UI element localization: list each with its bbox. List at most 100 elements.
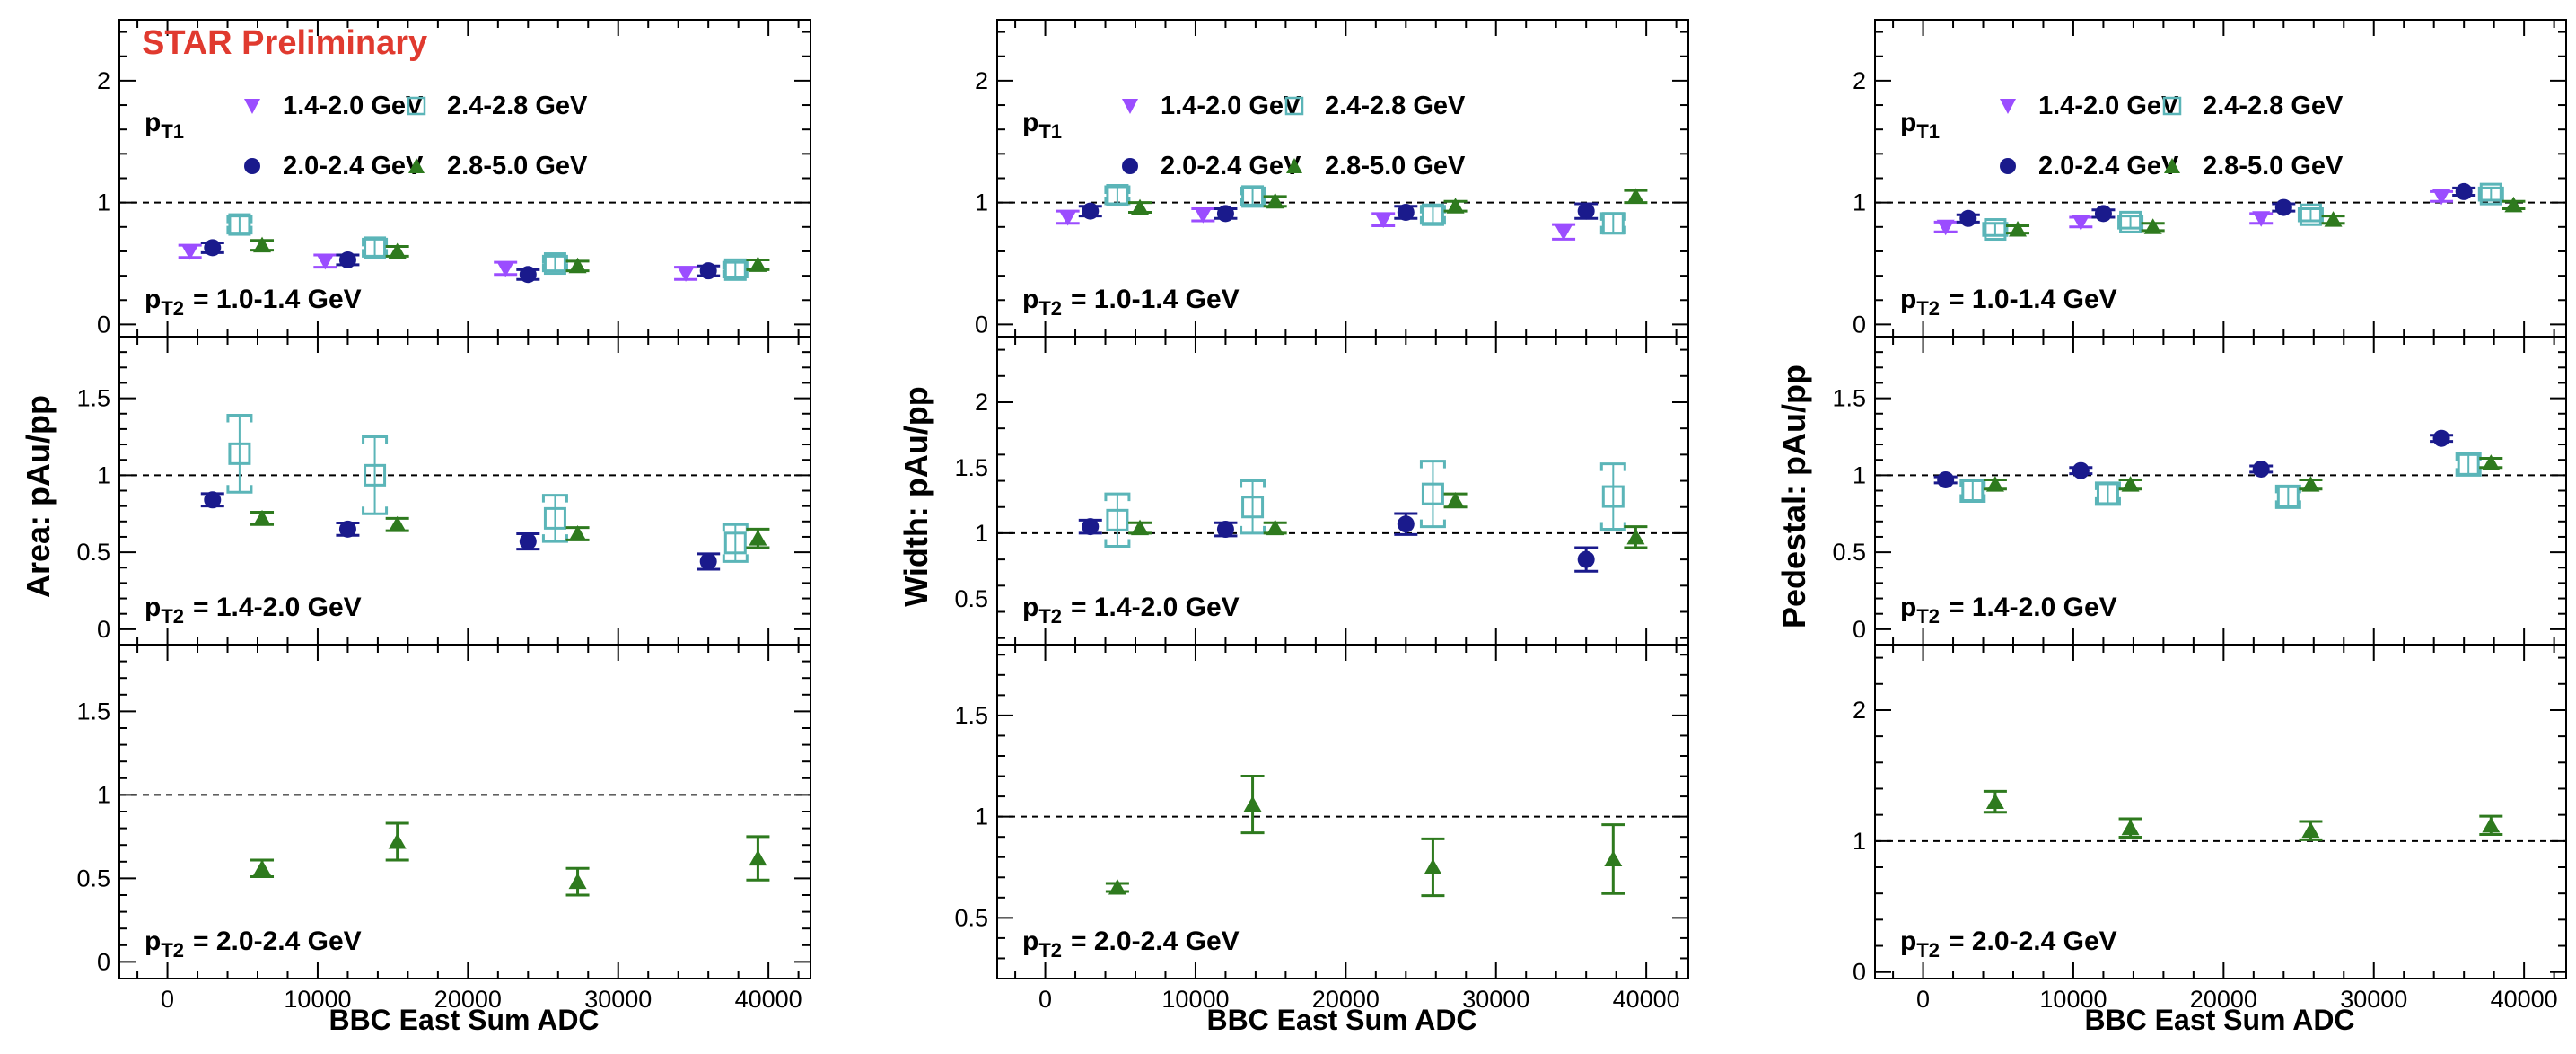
data-point-triangle-up [2324,211,2343,227]
x-tick-label: 30000 [2340,986,2407,1013]
x-tick-label: 0 [161,986,174,1013]
pt2-bin-label: pT2 = 2.0-2.4 GeV [145,927,362,962]
data-point-triangle-up [568,525,587,541]
pt1-label: pT1 [1022,108,1062,143]
data-point-triangle-up [1626,528,1645,545]
pt2-bin-label: pT2 = 1.4-2.0 GeV [1900,593,2117,628]
data-point-triangle-up [568,257,587,274]
data-point-triangle-up [1131,519,1150,536]
panel-frame [996,644,1689,979]
legend-label: 2.0-2.4 GeV [2038,152,2179,180]
data-point-open-square [2096,482,2119,505]
panel: 0 0.5 1 1.5 pT2 = 1.4-2.0 GeV [1832,336,2567,646]
panels: 0 1 2 pT2 = 1.0-1.4 GeV pT1 1.4-2.0 GeV 2.4-2.8… [76,19,2567,1013]
data-point-open-square [2457,452,2480,476]
data-point-triangle-up [1108,879,1126,895]
x-tick-label: 20000 [1312,986,1380,1013]
series-2-8-5-0-GeV [1983,454,2503,492]
legend-label: 2.8-5.0 GeV [447,152,588,180]
data-point-triangle-down [180,243,199,260]
series-1-4-2-0-GeV [178,243,698,282]
data-point-circle [1082,518,1100,536]
data-point-triangle-up [1131,198,1150,215]
y-tick-label: 1 [1853,461,1866,488]
data-point-open-square [1241,496,1265,519]
data-point-triangle-up [2121,476,2140,492]
legend: pT1 1.4-2.0 GeV 2.4-2.8 GeV 2.0-2.4 GeV 2.8-… [1900,92,2344,180]
data-point-open-square [723,258,747,281]
y-tick-label: 1.5 [76,385,110,412]
data-point-open-square [364,236,387,259]
legend-marker-triangle-up [408,158,425,173]
x-tick-label: 10000 [284,986,351,1013]
data-point-triangle-up [749,530,767,546]
x-tick-label: 40000 [735,986,802,1013]
series-1-4-2-0-GeV [1933,189,2454,236]
x-axis-label: BBC East Sum ADC [1206,1004,1476,1036]
legend-label: 2.0-2.4 GeV [283,152,424,180]
pt2-bin-label: pT2 = 1.0-1.4 GeV [1022,285,1240,320]
series-2-0-2-4-GeV [200,239,721,284]
x-axis-label: BBC East Sum ADC [329,1004,599,1036]
legend-marker-triangle-up [1286,158,1302,173]
y-tick-label: 1.5 [954,702,988,729]
panel: 0 0.5 1 1.5 pT2 = 1.4-2.0 GeV [76,336,811,646]
data-point-triangle-down [1374,212,1393,229]
pt1-label: pT1 [145,108,184,143]
series-2-4-2-8-GeV [1104,184,1626,235]
data-point-triangle-up [1446,491,1465,508]
legend-label: 2.4-2.8 GeV [1325,92,1466,120]
series-2-4-2-8-GeV [1959,452,2482,509]
data-point-circle [2094,205,2112,223]
x-tick-label: 20000 [434,986,502,1013]
data-point-triangle-up [1446,198,1465,214]
panel: 0 10000 20000 30000 40000 0 0.5 1 1.5 pT2 = 2.0-2.… [76,644,811,1013]
data-point-triangle-up [388,242,407,259]
pt2-bin-label: pT2 = 1.4-2.0 GeV [145,593,362,628]
data-point-open-square [1961,479,1985,502]
data-point-circle [338,250,356,268]
y-tick-label: 0 [975,311,988,338]
pt2-bin-label: pT2 = 1.4-2.0 GeV [1022,593,1240,628]
x-tick-label: 10000 [1161,986,1229,1013]
data-point-circle [338,520,356,538]
data-point-circle [2252,460,2270,478]
data-point-triangle-up [2504,196,2523,213]
y-tick-label: 0 [97,948,110,975]
panel: 0.5 1 1.5 2 pT2 = 1.4-2.0 GeV [954,336,1689,646]
data-point-circle [1397,515,1415,533]
data-point-open-square [1106,508,1129,531]
series-2-0-2-4-GeV [200,491,721,571]
pt2-bin-label: pT2 = 2.0-2.4 GeV [1022,927,1240,962]
series-2-0-2-4-GeV [1933,429,2454,488]
legend: pT1 1.4-2.0 GeV 2.4-2.8 GeV 2.0-2.4 GeV 2.8-… [145,92,588,180]
legend-marker-triangle-down [2000,99,2016,114]
data-point-triangle-up [2121,819,2140,836]
y-tick-label: 1 [97,461,110,488]
data-point-triangle-up [749,256,767,272]
series-2-8-5-0-GeV [1128,491,1648,549]
series-2-8-5-0-GeV [2006,196,2526,237]
y-tick-label: 0.5 [76,865,110,892]
data-point-triangle-up [2301,476,2320,492]
data-point-open-square [1106,184,1129,207]
series-2-8-5-0-GeV [250,821,770,897]
data-point-triangle-down [1194,207,1213,224]
data-point-triangle-up [253,236,272,253]
legend-marker-circle [1122,158,1138,174]
data-point-triangle-down [316,253,335,270]
data-point-triangle-up [388,515,407,532]
data-point-triangle-up [253,859,272,876]
data-point-triangle-up [1266,519,1284,536]
series-2-4-2-8-GeV [226,213,749,281]
data-point-circle [519,532,537,550]
data-point-open-square [364,463,387,487]
legend-label: 1.4-2.0 GeV [2038,92,2179,120]
pt2-bin-label: pT2 = 1.0-1.4 GeV [1900,285,2117,320]
series-2-8-5-0-GeV [1128,188,1648,215]
series-2-8-5-0-GeV [1983,789,2503,841]
data-point-triangle-down [1058,209,1077,226]
data-point-triangle-down [677,266,696,282]
pt2-bin-label: pT2 = 1.0-1.4 GeV [145,285,362,320]
series-2-8-5-0-GeV [250,236,770,274]
